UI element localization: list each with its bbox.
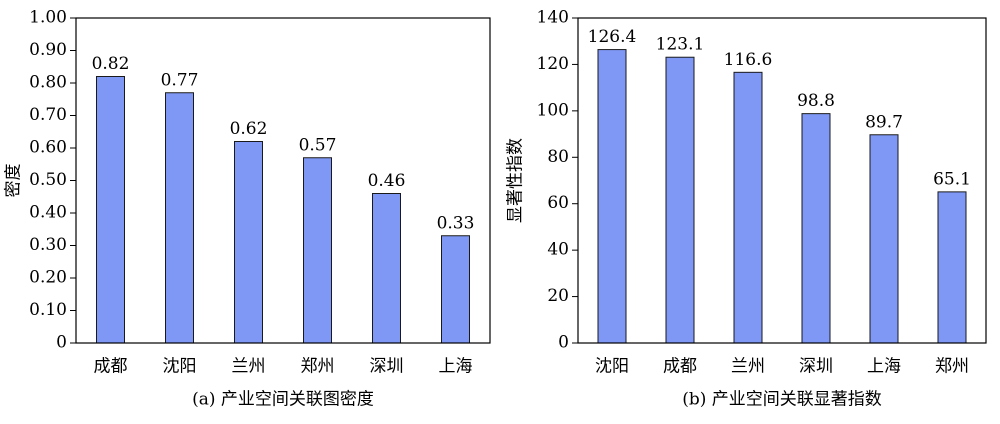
value-label: 0.77 <box>161 70 199 90</box>
y-tick-label: 0.40 <box>29 203 67 223</box>
bar <box>234 141 263 344</box>
y-tick-label: 0 <box>558 333 569 353</box>
y-tick-label: 0.50 <box>29 170 67 190</box>
value-label: 0.62 <box>230 119 268 139</box>
value-label: 98.8 <box>797 91 835 111</box>
value-label: 89.7 <box>865 112 903 132</box>
x-tick-label: 成都 <box>663 357 697 377</box>
value-label: 126.4 <box>588 27 637 47</box>
y-tick-label: 0.30 <box>29 235 67 255</box>
bar <box>869 134 899 344</box>
bar <box>441 235 470 344</box>
value-label: 116.6 <box>724 50 773 70</box>
bar <box>372 193 401 344</box>
value-label: 0.46 <box>368 171 406 191</box>
y-tick-label: 60 <box>547 193 569 213</box>
y-tick-label: 0.10 <box>29 300 67 320</box>
y-tick-label: 0.60 <box>29 138 67 158</box>
value-label: 0.57 <box>299 135 337 155</box>
y-tick-label: 1.00 <box>29 8 67 28</box>
y-tick-label: 40 <box>547 240 569 260</box>
y-tick-label: 120 <box>537 54 569 74</box>
x-tick-label: 上海 <box>439 357 473 377</box>
x-tick-label: 沈阳 <box>595 357 629 377</box>
x-tick-label: 兰州 <box>731 357 765 377</box>
y-tick-label: 0 <box>56 333 67 353</box>
bar <box>96 76 125 344</box>
value-label: 65.1 <box>933 169 971 189</box>
bar <box>303 157 332 344</box>
x-tick-label: 兰州 <box>232 357 266 377</box>
value-label: 0.82 <box>92 54 130 74</box>
x-tick-label: 深圳 <box>799 357 833 377</box>
plot-frame <box>75 17 491 344</box>
y-tick-label: 0.20 <box>29 268 67 288</box>
bar <box>165 92 194 344</box>
bar <box>733 71 763 344</box>
x-tick-label: 成都 <box>94 357 128 377</box>
plot-frame <box>577 17 987 344</box>
bar <box>665 56 695 344</box>
value-label: 0.33 <box>437 213 475 233</box>
y-tick-label: 0.80 <box>29 73 67 93</box>
y-tick-label: 20 <box>547 286 569 306</box>
chart-title: (a) 产业空间关联图密度 <box>192 390 374 410</box>
y-tick-label: 0.90 <box>29 40 67 60</box>
x-tick-label: 深圳 <box>370 357 404 377</box>
y-axis-label: 显著性指数 <box>506 138 526 223</box>
value-label: 123.1 <box>656 35 705 55</box>
bar <box>597 49 627 344</box>
bar <box>801 113 831 344</box>
x-tick-label: 郑州 <box>301 357 335 377</box>
y-tick-label: 0.70 <box>29 105 67 125</box>
y-axis-label: 密度 <box>4 164 24 198</box>
chart-title: (b) 产业空间关联显著指数 <box>682 390 882 410</box>
x-tick-label: 上海 <box>867 357 901 377</box>
x-tick-label: 郑州 <box>935 357 969 377</box>
y-tick-label: 80 <box>547 147 569 167</box>
y-tick-label: 140 <box>537 8 569 28</box>
x-tick-label: 沈阳 <box>163 357 197 377</box>
y-tick-label: 100 <box>537 100 569 120</box>
bar <box>937 191 967 344</box>
